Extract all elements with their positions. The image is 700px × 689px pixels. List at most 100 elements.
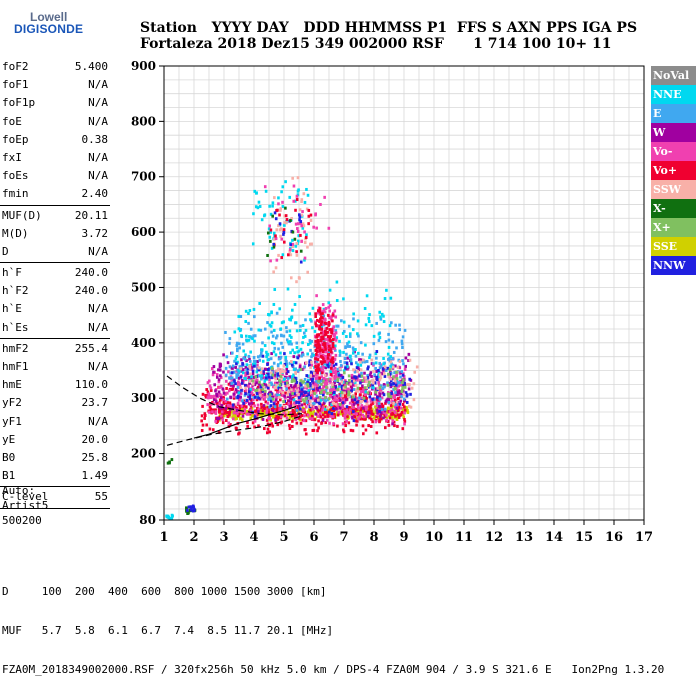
echo-point bbox=[268, 323, 272, 327]
echo-point bbox=[228, 376, 232, 380]
echo-point bbox=[275, 393, 279, 397]
echo-point bbox=[232, 392, 236, 396]
echo-point bbox=[283, 352, 286, 356]
echo-point bbox=[321, 368, 324, 372]
echo-point bbox=[377, 383, 381, 387]
echo-point bbox=[308, 363, 311, 367]
echo-point bbox=[324, 380, 327, 384]
echo-point bbox=[295, 416, 298, 420]
x-tick-label: 7 bbox=[339, 530, 348, 545]
echo-point bbox=[214, 408, 217, 412]
echo-point bbox=[339, 377, 343, 381]
echo-point bbox=[395, 417, 399, 421]
echo-point bbox=[355, 423, 358, 427]
echo-point bbox=[360, 371, 363, 375]
echo-point bbox=[283, 223, 286, 227]
echo-point bbox=[342, 430, 346, 434]
echo-point bbox=[293, 392, 296, 396]
echo-point bbox=[250, 401, 254, 405]
echo-point bbox=[359, 379, 362, 383]
echo-point bbox=[303, 410, 307, 414]
echo-point bbox=[326, 338, 330, 342]
echo-point bbox=[241, 408, 244, 412]
echo-point bbox=[221, 412, 224, 416]
echo-point bbox=[205, 388, 208, 392]
echo-point bbox=[354, 383, 358, 387]
echo-point bbox=[289, 411, 292, 415]
echo-point bbox=[222, 398, 225, 402]
echo-point bbox=[396, 397, 400, 401]
param-row: B0 25.8 bbox=[0, 449, 110, 467]
echo-point bbox=[276, 400, 280, 404]
echo-point bbox=[386, 419, 390, 423]
echo-point bbox=[315, 335, 318, 339]
echo-point bbox=[277, 253, 280, 257]
echo-point bbox=[382, 383, 386, 387]
echo-point bbox=[315, 323, 318, 327]
param-row: foF1p N/A bbox=[0, 94, 110, 112]
echo-point bbox=[191, 504, 195, 508]
echo-point bbox=[337, 410, 341, 414]
echo-point bbox=[222, 401, 226, 405]
echo-point bbox=[230, 351, 234, 355]
echo-point bbox=[297, 213, 301, 217]
echo-point bbox=[402, 415, 406, 419]
echo-point bbox=[200, 414, 204, 418]
echo-point bbox=[344, 366, 347, 370]
echo-point bbox=[316, 318, 319, 322]
echo-point bbox=[271, 201, 275, 205]
echo-point bbox=[365, 397, 368, 401]
echo-point bbox=[242, 401, 245, 405]
echo-point bbox=[344, 411, 347, 415]
echo-point bbox=[252, 401, 255, 405]
echo-point bbox=[327, 323, 331, 327]
echo-point bbox=[245, 359, 248, 363]
echo-point bbox=[329, 391, 332, 395]
echo-point bbox=[271, 397, 275, 401]
echo-point bbox=[395, 403, 399, 407]
echo-point bbox=[314, 343, 317, 347]
echo-point bbox=[261, 388, 265, 392]
echo-point bbox=[304, 419, 308, 423]
echo-point bbox=[316, 396, 319, 400]
echo-point bbox=[337, 399, 341, 403]
echo-point bbox=[334, 338, 338, 342]
echo-point bbox=[367, 424, 370, 428]
echo-point bbox=[305, 396, 308, 400]
echo-point bbox=[283, 214, 286, 218]
echo-point bbox=[252, 396, 256, 400]
echo-point bbox=[352, 410, 355, 414]
echo-point bbox=[328, 316, 331, 320]
echo-point bbox=[328, 328, 332, 332]
echo-point bbox=[336, 403, 339, 407]
echo-point bbox=[270, 383, 274, 387]
echo-point bbox=[276, 423, 279, 427]
echo-point bbox=[395, 375, 398, 379]
echo-point bbox=[252, 334, 255, 338]
y-tick-label: 800 bbox=[131, 114, 156, 128]
echo-point bbox=[380, 417, 383, 421]
echo-point bbox=[221, 418, 224, 422]
echo-point bbox=[300, 388, 304, 392]
echo-point bbox=[392, 381, 396, 385]
echo-point bbox=[256, 206, 260, 210]
echo-point bbox=[281, 253, 285, 257]
echo-point bbox=[290, 404, 294, 408]
param-row: foF1 N/A bbox=[0, 76, 110, 94]
echo-point bbox=[396, 413, 400, 417]
echo-point bbox=[355, 419, 359, 423]
echo-point bbox=[289, 253, 293, 257]
echo-point bbox=[350, 376, 354, 380]
echo-point bbox=[395, 370, 398, 374]
echo-point bbox=[323, 344, 327, 348]
echo-point bbox=[338, 382, 341, 386]
echo-point bbox=[260, 367, 264, 371]
echo-point bbox=[240, 358, 243, 362]
echo-point bbox=[370, 409, 373, 413]
echo-point bbox=[325, 360, 329, 364]
param-label: B1 bbox=[2, 469, 16, 483]
echo-point bbox=[403, 367, 407, 371]
echo-point bbox=[230, 376, 234, 380]
ionogram-chart: 1 2 3 4 5 6 7 8 9 10 11 12 13 14 15 16 17802003004005006… bbox=[131, 59, 653, 545]
echo-point bbox=[272, 328, 276, 332]
